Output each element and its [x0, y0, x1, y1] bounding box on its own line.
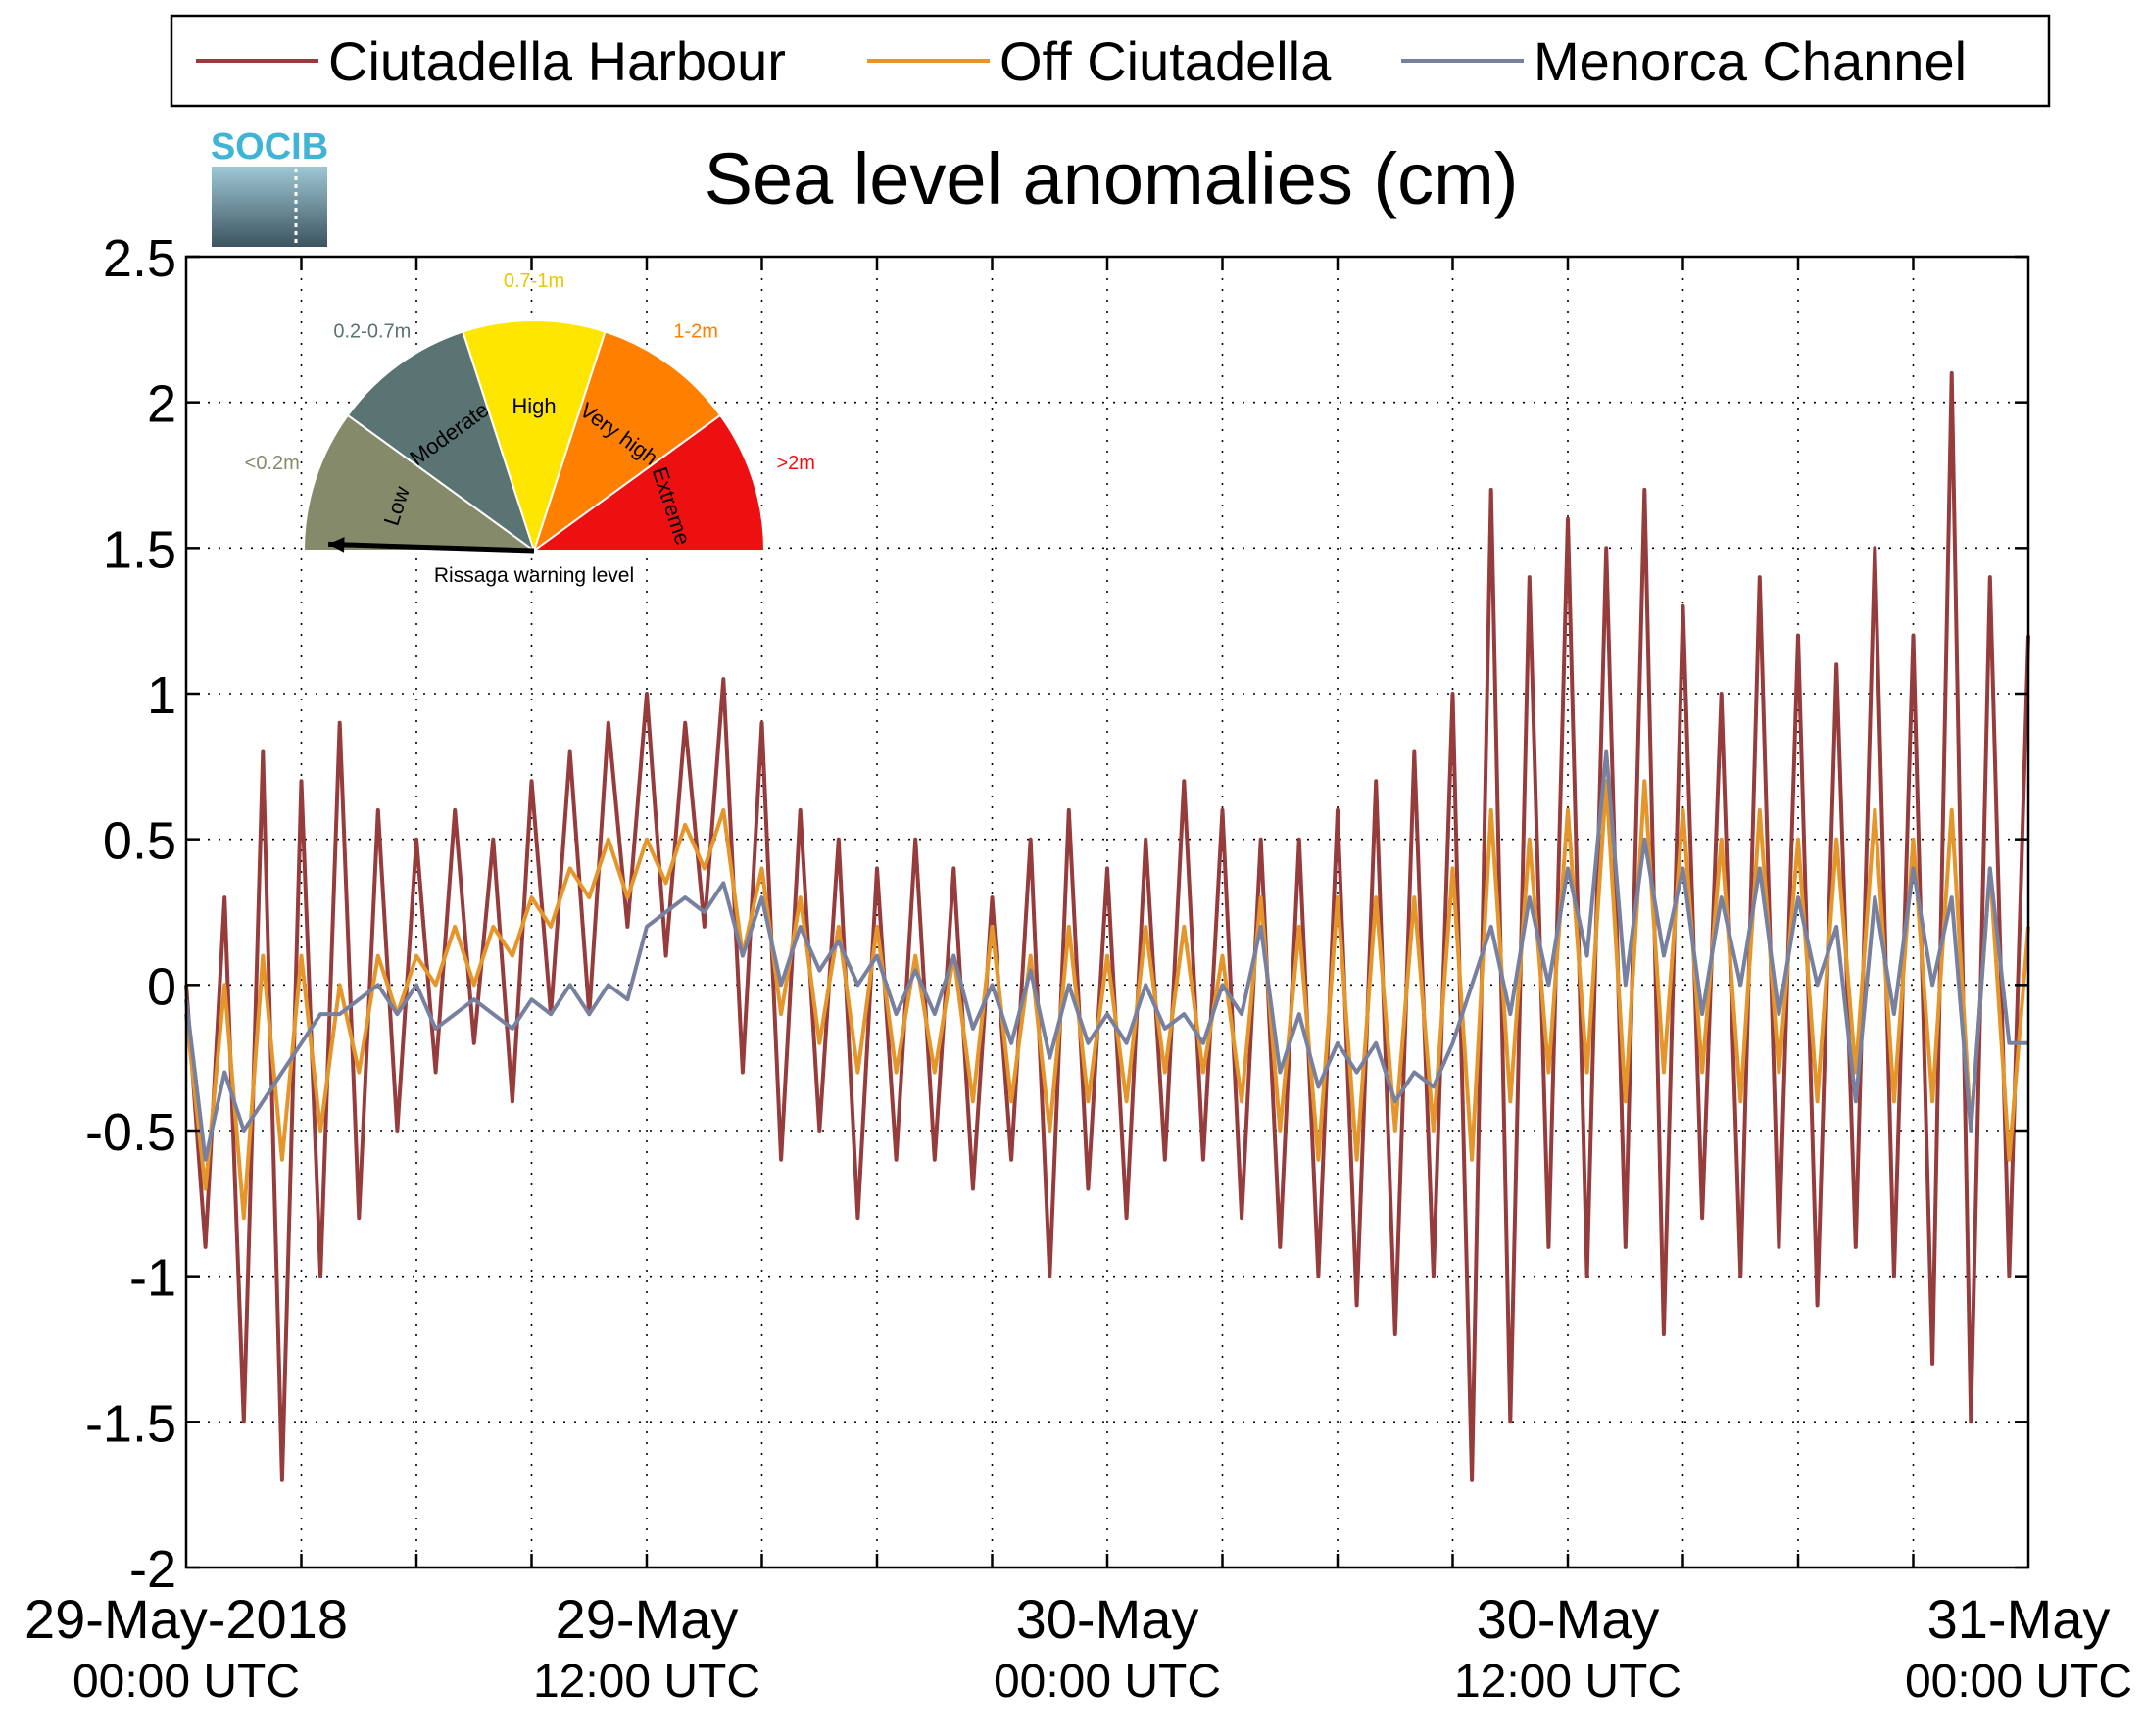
plot-series: [184, 370, 2030, 1482]
gauge-range-very-high: 1-2m: [673, 320, 718, 342]
gauge-range-high: 0.7-1m: [504, 270, 564, 292]
x-tick-label-time: 12:00 UTC: [533, 1656, 760, 1708]
legend-items: Ciutadella Harbour Off Ciutadella Menorca …: [196, 30, 1967, 92]
y-tick-label: 1.5: [103, 520, 176, 579]
x-tick-label-date: 29-May: [556, 1588, 739, 1650]
gauge-segment-very-high: [532, 330, 722, 554]
legend: Ciutadella Harbour Off Ciutadella Menorca …: [170, 14, 2051, 108]
y-tick-label: -1: [129, 1249, 176, 1308]
legend-box: [170, 14, 2051, 108]
gauge-range-moderate: 0.2-0.7m: [333, 320, 411, 342]
legend-label-ciutadella-harbour: Ciutadella Harbour: [328, 30, 786, 92]
gauge-range-low: <0.2m: [245, 453, 300, 474]
y-tick-label: -2: [129, 1540, 176, 1599]
gauge-segment-extreme: [530, 413, 766, 552]
y-tick-label: 0: [147, 957, 176, 1016]
gauge-pointer: [328, 541, 535, 554]
legend-label-off-ciutadella: Off Ciutadella: [999, 30, 1332, 92]
gauge-label-high: High: [512, 394, 556, 418]
logo-text: SOCIB: [211, 126, 328, 168]
y-tick-label: 2: [147, 375, 176, 434]
logo-graphic: [212, 167, 327, 247]
x-tick-label-date: 29-May-2018: [24, 1588, 348, 1650]
y-tick-label: -1.5: [85, 1394, 176, 1453]
chart-title: Sea level anomalies (cm): [705, 138, 1519, 219]
gauge-segment-moderate: [346, 330, 536, 554]
y-tick-label: 0.5: [103, 812, 176, 871]
y-tick-label: -0.5: [85, 1103, 176, 1162]
y-tick-label: 2.5: [103, 229, 176, 288]
x-tick-label-time: 12:00 UTC: [1454, 1656, 1681, 1708]
x-tick-label-date: 30-May: [1016, 1588, 1199, 1650]
legend-label-menorca-channel: Menorca Channel: [1534, 30, 1967, 92]
x-tick-label-time: 00:00 UTC: [1905, 1656, 2132, 1708]
gauge-pointer-head: [328, 537, 345, 553]
y-tick-label: 1: [147, 666, 176, 725]
x-tick-label-time: 00:00 UTC: [994, 1656, 1221, 1708]
gauge-segment-low: [302, 413, 538, 552]
x-tick-label-date: 31-May: [1927, 1588, 2111, 1650]
socib-logo: SOCIB: [211, 126, 328, 247]
x-tick-label-date: 30-May: [1477, 1588, 1660, 1650]
x-axis: 29-May-2018 00:00 UTC 29-May 12:00 UTC 30-Ma…: [24, 257, 2132, 1708]
gauge-caption: Rissaga warning level: [434, 564, 634, 587]
gauge-segment-high: [462, 319, 607, 555]
series-line-menorca-channel: [184, 749, 2028, 1162]
series-line-ciutadella-harbour: [184, 370, 2030, 1482]
x-tick-label-time: 00:00 UTC: [73, 1656, 300, 1708]
series-line-off-ciutadella: [184, 779, 2030, 1221]
gauge-range-extreme: >2m: [777, 453, 815, 474]
y-axis: -2 -1.5 -1 -0.5 0 0.5 1 1.5 2 2.5: [85, 229, 2028, 1599]
